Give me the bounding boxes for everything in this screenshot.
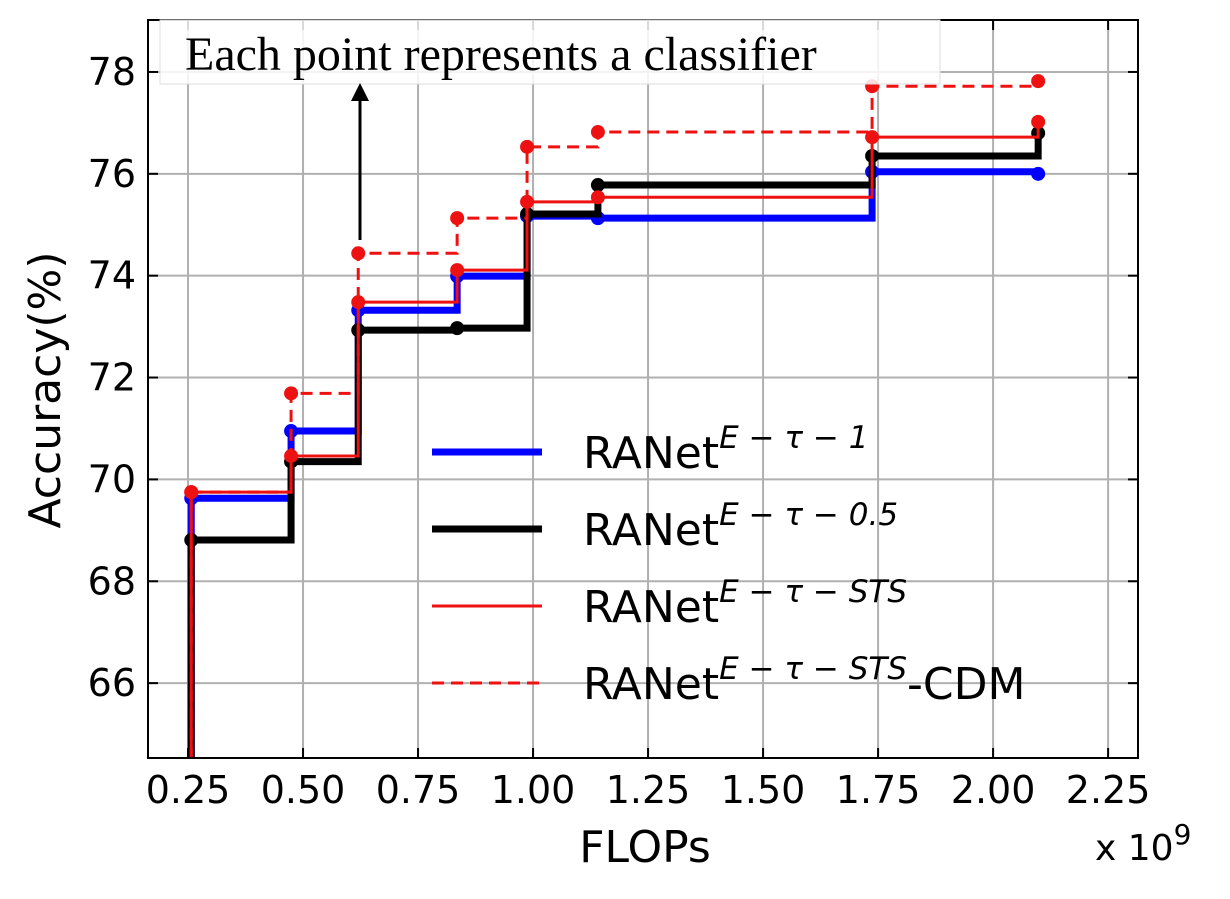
plot-area <box>184 74 1046 758</box>
legend-label-suffix: -CDM <box>907 659 1025 710</box>
y-tick-label: 66 <box>88 661 136 705</box>
x-tick-label: 2.00 <box>951 768 1036 812</box>
series-line <box>189 81 1040 758</box>
point <box>520 139 535 154</box>
point <box>351 246 366 261</box>
legend-label-base: RANet <box>583 505 719 556</box>
x-tick-label: 1.50 <box>721 768 806 812</box>
annotation-box <box>159 19 941 85</box>
x-tick-label: 1.75 <box>836 768 921 812</box>
x-tick-label: 0.75 <box>376 768 461 812</box>
y-tick-label: 72 <box>88 356 136 400</box>
legend-label-sup: E − τ − STS <box>719 574 907 610</box>
legend-label: RANetE − τ − 1 <box>583 420 868 479</box>
x-tick-label: 0.50 <box>261 768 346 812</box>
x-tick-label: 0.25 <box>146 768 231 812</box>
point <box>590 125 605 140</box>
x-multiplier-base: x 10 <box>1095 828 1174 869</box>
y-tick-label: 76 <box>88 152 136 196</box>
legend-label-sup: E − τ − 0.5 <box>719 497 898 533</box>
point <box>1031 166 1046 181</box>
point <box>450 211 465 226</box>
legend-label-base: RANet <box>583 582 719 633</box>
point <box>1031 114 1046 129</box>
point <box>590 178 605 193</box>
x-tick-label: 1.00 <box>491 768 576 812</box>
x-multiplier-exp: 9 <box>1174 818 1192 851</box>
point <box>184 485 199 500</box>
x-axis-label: FLOPs <box>579 822 711 873</box>
point <box>1031 74 1046 89</box>
grid <box>148 20 1138 758</box>
ticks: 0.25 0.50 0.75 1.00 1.25 1.50 1.75 2.00 2.25 66 68… <box>88 20 1151 812</box>
legend-label: RANetE − τ − STS <box>583 574 907 633</box>
x-tick-label: 1.25 <box>606 768 691 812</box>
point <box>450 321 465 336</box>
x-tick-label: 2.25 <box>1066 768 1151 812</box>
x-multiplier: x 109 <box>1095 818 1191 869</box>
point <box>590 190 605 205</box>
legend-label: RANetE − τ − STS-CDM <box>583 651 1026 710</box>
legend-label-sup: E − τ − 1 <box>719 420 868 456</box>
point <box>351 295 366 310</box>
y-axis-label: Accuracy(%) <box>20 251 71 528</box>
legend-label-base: RANet <box>583 428 719 479</box>
y-tick-label: 70 <box>88 457 136 501</box>
point <box>450 263 465 278</box>
y-tick-label: 68 <box>88 559 136 603</box>
y-tick-label: 78 <box>88 50 136 94</box>
y-tick-label: 74 <box>88 254 136 298</box>
point <box>284 386 299 401</box>
point <box>865 130 880 145</box>
legend-label-base: RANet <box>583 659 719 710</box>
annotation: Each point represents a classifier <box>185 28 817 81</box>
legend-label: RANetE − τ − 0.5 <box>583 497 898 556</box>
legend-label-sup: E − τ − STS <box>719 651 907 687</box>
